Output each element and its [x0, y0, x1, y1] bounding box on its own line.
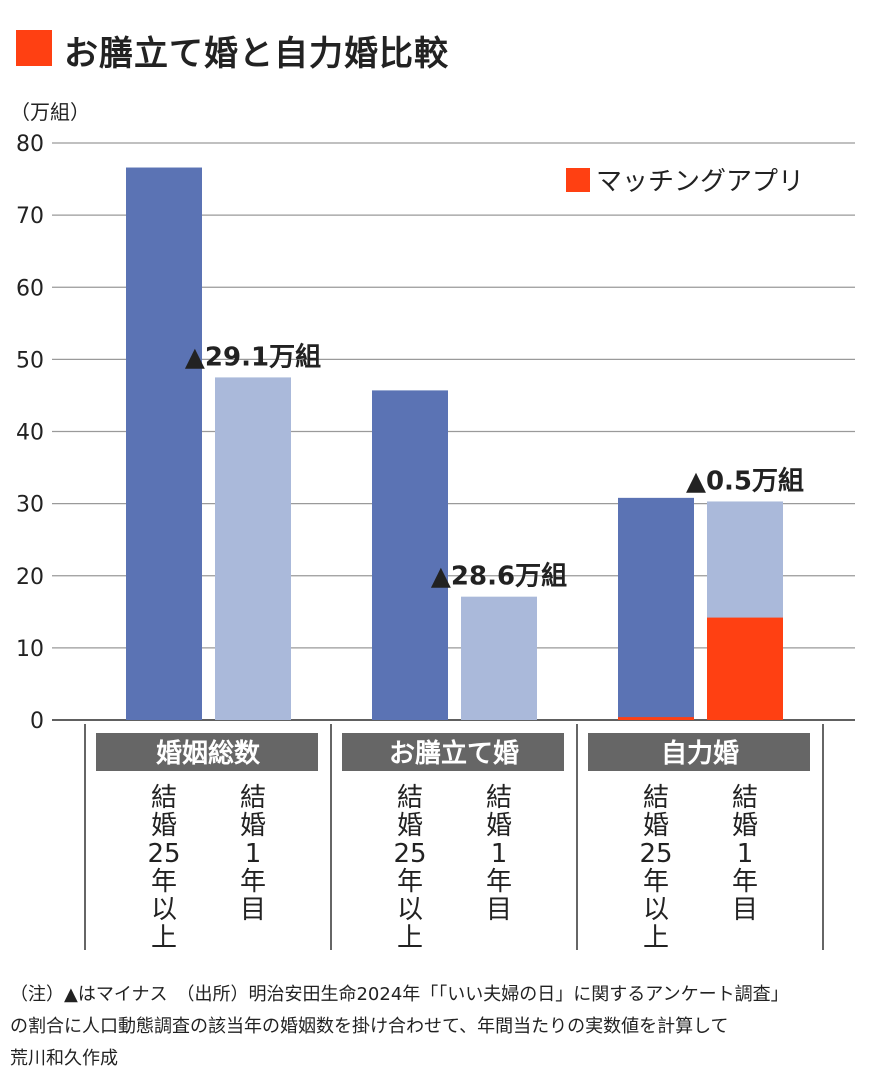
bar-category-label-0-1: 結婚 1 年目 — [240, 783, 266, 925]
bar-annotation-0-1: ▲29.1万組 — [185, 341, 321, 372]
chart-title: お膳立て婚と自力婚比較 — [64, 34, 449, 74]
bar-0-0 — [126, 167, 202, 720]
bar-category-label-0-0: 結婚 25 年以上 — [147, 783, 180, 953]
legend-swatch-matching-app — [566, 168, 590, 192]
footnote-line-1: （注）▲はマイナス （出所）明治安田生命2024年「「いい夫婦の日」に関するアン… — [10, 984, 789, 1005]
y-tick-label-60: 60 — [16, 276, 44, 301]
group-label-box-0 — [96, 733, 318, 771]
legend-label-matching-app: マッチングアプリ — [596, 167, 804, 197]
bar-category-label-1-0: 結婚 25 年以上 — [393, 783, 426, 953]
group-label-box-1 — [342, 733, 564, 771]
bar-annotation-2-1: ▲0.5万組 — [686, 465, 804, 496]
bar-category-label-2-1: 結婚 1 年目 — [732, 783, 758, 925]
bar-2-0 — [618, 497, 694, 720]
group-label-1: お膳立て婚 — [389, 738, 519, 769]
bar-1-1 — [461, 596, 537, 720]
footnote-line-2: の割合に人口動態調査の該当年の婚姻数を掛け合わせて、年間当たりの実数値を計算して — [10, 1016, 729, 1037]
footnote-line-3: 荒川和久作成 — [10, 1048, 118, 1069]
y-tick-label-80: 80 — [16, 132, 44, 157]
group-label-0: 婚姻総数 — [156, 738, 261, 769]
bar-app-segment-2-1 — [707, 617, 783, 720]
bar-app-segment-2-0 — [618, 717, 694, 720]
bar-0-1 — [215, 377, 291, 720]
group-label-box-2 — [588, 733, 810, 771]
y-tick-label-70: 70 — [16, 204, 44, 229]
bar-annotation-1-1: ▲28.6万組 — [431, 561, 567, 592]
title-marker — [16, 30, 52, 66]
y-tick-label-30: 30 — [16, 493, 44, 518]
y-tick-label-0: 0 — [30, 709, 44, 734]
y-tick-label-20: 20 — [16, 565, 44, 590]
y-tick-label-40: 40 — [16, 421, 44, 446]
bar-1-0 — [372, 390, 448, 720]
group-label-2: 自力婚 — [661, 738, 739, 769]
y-tick-label-10: 10 — [16, 637, 44, 662]
y-tick-label-50: 50 — [16, 348, 44, 373]
bar-category-label-1-1: 結婚 1 年目 — [486, 783, 512, 925]
bar-category-label-2-0: 結婚 25 年以上 — [639, 783, 672, 953]
y-axis-unit-label: （万組） — [10, 100, 90, 124]
